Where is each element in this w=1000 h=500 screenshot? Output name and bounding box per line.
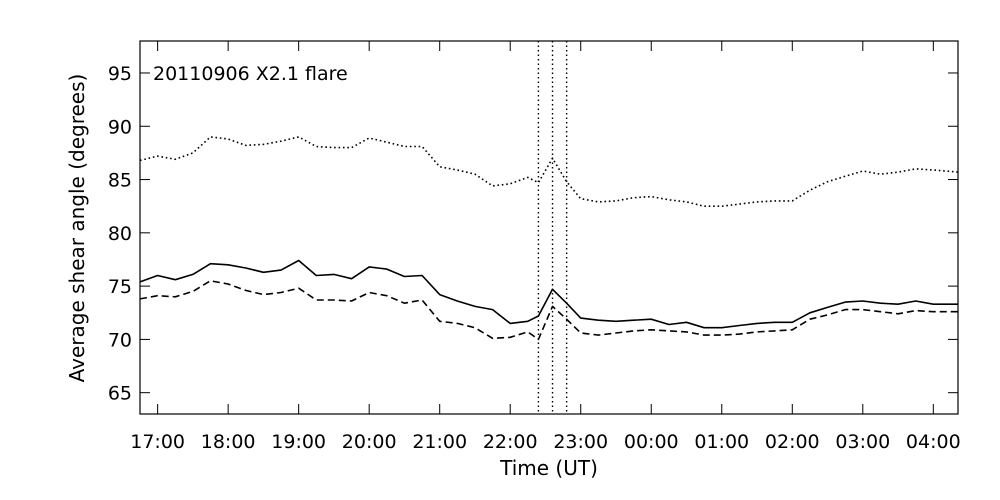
- y-tick-label: 85: [108, 170, 132, 192]
- x-tick-label: 04:00: [906, 431, 961, 453]
- x-tick-label: 20:00: [342, 431, 397, 453]
- y-tick-label: 75: [108, 276, 132, 298]
- flare-time-markers: [537, 41, 568, 414]
- x-tick-label: 23:00: [553, 431, 608, 453]
- x-axis-label: Time (UT): [499, 456, 598, 480]
- chart-title: 20110906 X2.1 flare: [153, 63, 348, 85]
- series-line-dashed: [139, 279, 958, 341]
- x-tick-label: 00:00: [624, 431, 679, 453]
- y-tick-label: 95: [108, 63, 132, 85]
- series-line-solid: [139, 259, 958, 329]
- series-line-dotted: [139, 136, 959, 207]
- y-tick-label: 65: [108, 383, 132, 405]
- y-tick-label: 90: [108, 116, 132, 138]
- axis-ticks: 17:00 18:00 19:00 20:00 21:00 22:00 23:00 00:00…: [108, 41, 961, 453]
- series-lines: [139, 136, 959, 341]
- y-tick-label: 80: [108, 223, 132, 245]
- x-tick-label: 17:00: [130, 431, 185, 453]
- x-tick-label: 03:00: [835, 431, 890, 453]
- plot-frame: [139, 40, 959, 415]
- y-tick-label: 70: [108, 329, 132, 351]
- x-tick-label: 19:00: [271, 431, 326, 453]
- x-tick-label: 01:00: [694, 431, 749, 453]
- x-tick-label: 21:00: [412, 431, 467, 453]
- x-tick-label: 22:00: [483, 431, 538, 453]
- y-axis-label: Average shear angle (degrees): [65, 74, 89, 383]
- x-tick-label: 02:00: [765, 431, 820, 453]
- x-tick-label: 18:00: [201, 431, 256, 453]
